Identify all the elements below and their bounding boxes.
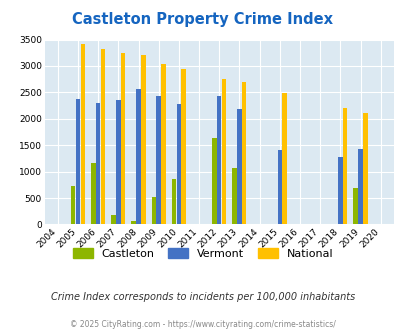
Bar bbox=[212, 138, 216, 224]
Bar bbox=[71, 186, 75, 224]
Bar bbox=[232, 168, 236, 224]
Bar bbox=[111, 215, 115, 224]
Bar bbox=[181, 69, 185, 224]
Bar bbox=[241, 82, 246, 224]
Bar bbox=[80, 44, 85, 224]
Bar bbox=[342, 108, 347, 224]
Bar bbox=[100, 49, 105, 224]
Bar bbox=[116, 100, 120, 224]
Bar bbox=[156, 96, 160, 224]
Bar bbox=[353, 188, 357, 224]
Bar bbox=[362, 113, 367, 224]
Bar bbox=[217, 96, 221, 224]
Bar bbox=[91, 163, 95, 224]
Bar bbox=[121, 53, 125, 224]
Text: Castleton Property Crime Index: Castleton Property Crime Index bbox=[72, 12, 333, 26]
Text: © 2025 CityRating.com - https://www.cityrating.com/crime-statistics/: © 2025 CityRating.com - https://www.city… bbox=[70, 320, 335, 329]
Bar bbox=[131, 221, 136, 224]
Legend: Castleton, Vermont, National: Castleton, Vermont, National bbox=[68, 244, 337, 263]
Bar bbox=[277, 150, 281, 224]
Text: Crime Index corresponds to incidents per 100,000 inhabitants: Crime Index corresponds to incidents per… bbox=[51, 292, 354, 302]
Bar bbox=[141, 55, 145, 224]
Bar bbox=[151, 197, 156, 224]
Bar bbox=[337, 156, 342, 224]
Bar bbox=[96, 103, 100, 224]
Bar bbox=[76, 99, 80, 224]
Bar bbox=[161, 64, 165, 224]
Bar bbox=[171, 179, 176, 224]
Bar bbox=[176, 104, 181, 224]
Bar bbox=[358, 149, 362, 224]
Bar bbox=[282, 93, 286, 224]
Bar bbox=[237, 109, 241, 224]
Bar bbox=[221, 79, 226, 224]
Bar bbox=[136, 89, 141, 224]
